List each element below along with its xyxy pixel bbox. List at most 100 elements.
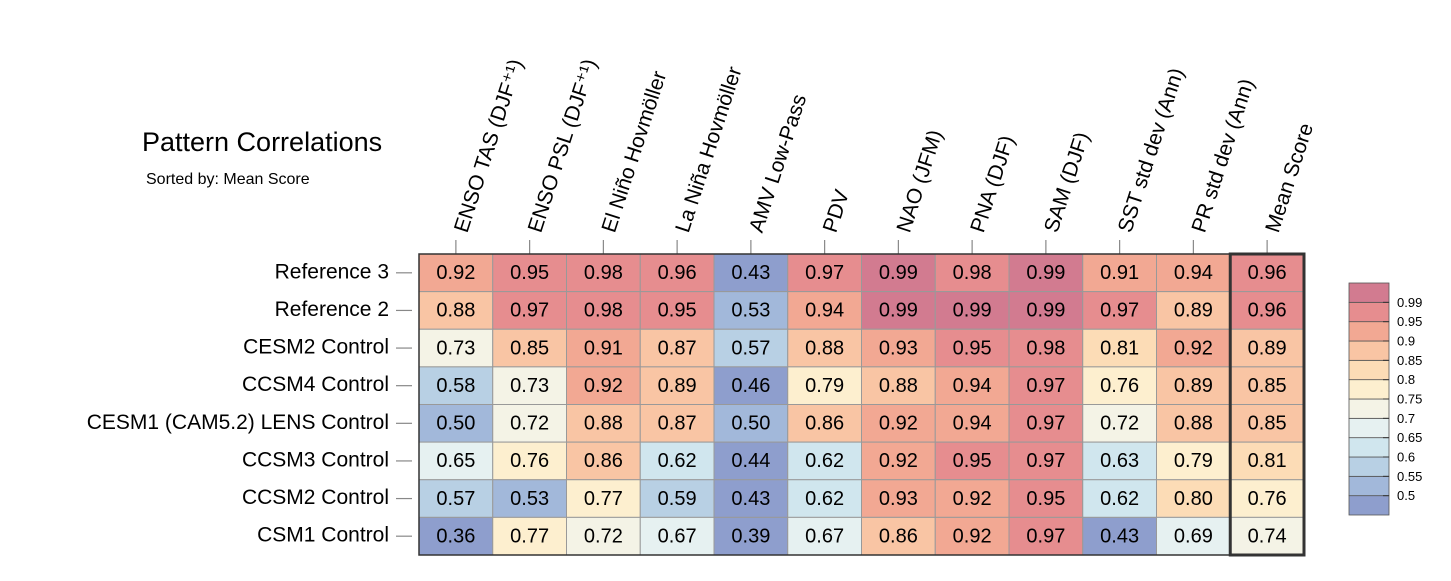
colorbar-box <box>1348 475 1390 497</box>
cell-label: 0.72 <box>584 525 623 547</box>
column-label: AMV Low-Pass <box>745 92 811 236</box>
cell-label: 0.92 <box>1174 337 1213 359</box>
heatmap-cell <box>418 328 494 368</box>
heatmap-cell <box>787 404 862 443</box>
heatmap-cell <box>492 516 567 556</box>
cell-label: 0.87 <box>658 337 697 359</box>
cell-label: 0.92 <box>953 525 992 547</box>
cell-label: 0.88 <box>805 337 844 359</box>
colorbar-label: 0.6 <box>1397 449 1415 464</box>
colorbar-box <box>1348 495 1390 516</box>
column-label: PNA (DJF) <box>966 133 1019 236</box>
cell-label: 0.97 <box>1026 375 1065 397</box>
heatmap-cell <box>787 479 862 518</box>
heatmap-cell <box>1156 291 1231 330</box>
cell-label: 0.85 <box>1248 375 1287 397</box>
colorbar-label: 0.9 <box>1397 333 1415 348</box>
heatmap-cell <box>418 404 494 443</box>
column-label: ENSO PSL (DJF⁺¹) <box>524 56 602 235</box>
cell-label: 0.99 <box>953 300 992 322</box>
colorbar-box <box>1348 282 1390 303</box>
colorbar-label: 0.8 <box>1397 372 1415 387</box>
heatmap-cell <box>418 516 494 556</box>
cell-label: 0.89 <box>1174 375 1213 397</box>
cell-label: 0.76 <box>1248 488 1287 510</box>
column-label: PDV <box>819 187 854 235</box>
chart-subtitle: Sorted by: Mean Score <box>146 171 310 188</box>
heatmap-cell <box>861 479 936 518</box>
cell-label: 0.79 <box>1174 450 1213 472</box>
cell-label: 0.79 <box>805 375 844 397</box>
heatmap-cell <box>713 366 789 405</box>
colorbar-box <box>1348 359 1390 381</box>
cell-label: 0.97 <box>1026 413 1065 435</box>
heatmap-cell <box>861 516 936 556</box>
heatmap-cell <box>1156 366 1231 405</box>
heatmap-cell <box>1229 291 1305 330</box>
cell-label: 0.99 <box>1026 300 1065 322</box>
heatmap-cell <box>787 441 862 481</box>
column-label: Mean Score <box>1261 120 1318 235</box>
heatmap-cell <box>934 366 1010 405</box>
colorbar-label: 0.55 <box>1397 469 1422 484</box>
cell-label: 0.63 <box>1100 450 1139 472</box>
cell-label: 0.46 <box>731 375 770 397</box>
heatmap-cell <box>639 404 715 443</box>
cell-label: 0.95 <box>658 300 697 322</box>
colorbar-box <box>1348 321 1390 342</box>
cell-label: 0.92 <box>584 375 623 397</box>
cell-label: 0.59 <box>658 488 697 510</box>
cell-label: 0.98 <box>953 262 992 284</box>
heatmap-cell <box>492 404 567 443</box>
cell-label: 0.88 <box>1174 413 1213 435</box>
heatmap-cell <box>1229 479 1305 518</box>
cell-label: 0.73 <box>436 337 475 359</box>
cell-label: 0.67 <box>658 525 697 547</box>
cell-label: 0.96 <box>658 262 697 284</box>
cell-label: 0.72 <box>510 413 549 435</box>
heatmap-cell <box>1156 253 1231 293</box>
cell-label: 0.98 <box>584 262 623 284</box>
cell-label: 0.36 <box>436 525 475 547</box>
cell-label: 0.88 <box>879 375 918 397</box>
cell-label: 0.50 <box>731 413 770 435</box>
cell-label: 0.77 <box>510 525 549 547</box>
cell-label: 0.67 <box>805 525 844 547</box>
chart-title: Pattern Correlations <box>142 127 382 157</box>
heatmap-cell <box>1156 516 1231 556</box>
cell-label: 0.98 <box>1026 337 1065 359</box>
cell-label: 0.95 <box>1026 488 1065 510</box>
cell-label: 0.92 <box>953 488 992 510</box>
cell-label: 0.74 <box>1248 525 1287 547</box>
cell-label: 0.72 <box>1100 413 1139 435</box>
heatmap-cell <box>713 328 789 368</box>
cell-label: 0.94 <box>953 413 992 435</box>
cell-label: 0.99 <box>879 262 918 284</box>
colorbar-label: 0.5 <box>1397 488 1415 503</box>
row-label: Reference 2 <box>275 298 389 321</box>
row-label: CSM1 Control <box>257 524 389 547</box>
heatmap-cell <box>1229 366 1305 405</box>
column-label: SST std dev (Ann) <box>1114 65 1189 235</box>
heatmap-cell <box>934 516 1010 556</box>
cell-label: 0.97 <box>805 262 844 284</box>
cell-label: 0.97 <box>1026 450 1065 472</box>
colorbar-box <box>1348 456 1390 477</box>
cell-label: 0.53 <box>731 300 770 322</box>
cell-label: 0.97 <box>1100 300 1139 322</box>
cell-label: 0.62 <box>805 488 844 510</box>
cell-label: 0.99 <box>879 300 918 322</box>
row-label: CESM1 (CAM5.2) LENS Control <box>87 411 389 434</box>
cell-label: 0.86 <box>584 450 623 472</box>
heatmap-cell <box>787 253 862 293</box>
heatmap-cell <box>1008 479 1084 518</box>
cell-label: 0.95 <box>510 262 549 284</box>
cell-label: 0.57 <box>436 488 475 510</box>
heatmap-cell <box>566 366 641 405</box>
cell-label: 0.96 <box>1248 300 1287 322</box>
colorbar-box <box>1348 379 1390 400</box>
heatmap-cell <box>787 516 862 556</box>
heatmap-cell <box>492 253 567 293</box>
cell-label: 0.76 <box>510 450 549 472</box>
